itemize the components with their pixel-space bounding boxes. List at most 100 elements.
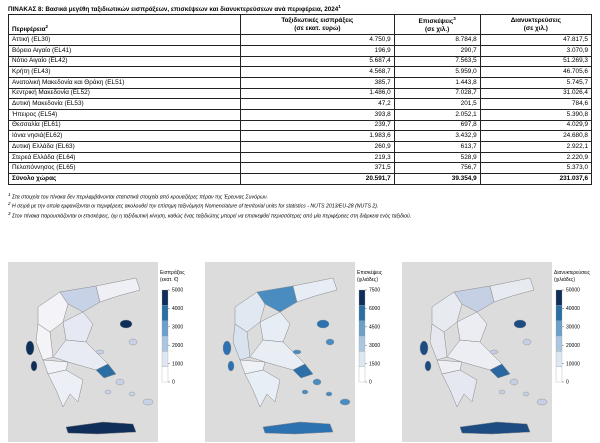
region: [489, 363, 511, 379]
table-cell: 8.784,8: [393, 34, 481, 46]
table-cell: 260,9: [240, 141, 395, 153]
island: [325, 338, 335, 346]
legend-title: Επισκέψεις: [357, 269, 383, 276]
table-cell: Ήπειρος (EL54): [7, 108, 242, 121]
region: [459, 421, 531, 435]
table-cell: 51.269,3: [479, 55, 593, 68]
island: [498, 389, 506, 395]
table-cell: 5.373,0: [479, 162, 593, 175]
table-cell: 4.750,9: [240, 34, 395, 46]
header-text: Ταξιδιωτικές εισπράξεις: [281, 16, 354, 24]
legend-title: (χιλιάδες): [357, 276, 378, 283]
region: [259, 311, 291, 343]
island: [489, 349, 499, 355]
table-cell: 1.486,0: [240, 87, 395, 100]
header-text: Διανυκτερεύσεις: [510, 16, 561, 24]
legend-tick-label: 30000: [566, 325, 580, 331]
header-cell: Διανυκτερεύσεις (σε χιλ.): [479, 13, 593, 36]
footnote-mark: 3: [8, 210, 11, 216]
footnote-mark: 1: [8, 192, 11, 197]
legend-tick-label: 3000: [369, 343, 380, 349]
legend-swatch: [555, 289, 563, 306]
header-sub: (σε εκατ. ευρώ): [294, 24, 341, 32]
table-cell: 2.922,1: [479, 141, 593, 153]
island: [316, 319, 330, 329]
table-row: Αττική (EL30) 4.750,9 8.784,8 47.817,5: [7, 34, 593, 46]
legend-tick-label: 10000: [566, 361, 580, 367]
map: Επισκέψεις(χιλιάδες) 7500 6000 4500 3000 1500…: [205, 262, 383, 442]
region: [262, 421, 334, 435]
table-cell: 231.037,6: [479, 173, 593, 185]
table-cell: 5.687,4: [240, 55, 395, 68]
table-cell: 393,8: [240, 108, 395, 121]
table-row: Στερεά Ελλάδα (EL64) 219,3 528,9 2.220,9: [7, 151, 593, 164]
footnotes: 1 Στα στοιχεία του πίνακα δεν περιλαμβάν…: [8, 192, 583, 220]
table-cell: 5.959,0: [393, 66, 481, 78]
legend-title: Εισπράξεις: [160, 269, 185, 276]
island: [119, 319, 133, 329]
region: [429, 323, 448, 361]
legend-title: Διανυκτερεύσεις: [554, 269, 591, 276]
table-row: Ήπειρος (EL54) 393,8 2.052,1 5.390,8: [7, 108, 593, 121]
region: [65, 421, 137, 435]
table-cell: 5.390,8: [479, 108, 593, 121]
footnote: 2 Η σειρά με την οποία εμφανίζονται οι π…: [8, 201, 583, 210]
legend-tick-label: 4500: [369, 325, 380, 331]
island: [325, 391, 333, 397]
legend-tick-label: 1500: [369, 361, 380, 367]
total-row: Σύνολο χώρας 20.591,7 39.354,9 231.037,6: [7, 173, 593, 185]
region: [489, 277, 535, 303]
region: [59, 285, 101, 313]
legend-swatch: [161, 320, 169, 337]
table-cell: 239,7: [240, 119, 395, 132]
header-text: Επισκέψεις: [418, 18, 454, 26]
footnote: 1 Στα στοιχεία του πίνακα δεν περιλαμβάν…: [8, 192, 583, 201]
legend-tick-label: 2000: [172, 343, 183, 349]
footnote-text: Η σειρά με την οποία εμφανίζονται οι περ…: [11, 204, 379, 211]
legend-swatch: [161, 366, 169, 383]
island: [509, 378, 519, 386]
island: [513, 319, 527, 329]
island: [301, 389, 309, 395]
footnote-text: Στον πίνακα παρουσιάζονται οι επισκέψεις…: [11, 213, 412, 220]
table-cell: 46.705,6: [479, 66, 593, 78]
table-cell: 39.354,9: [393, 173, 481, 185]
table-cell: 3.432,9: [393, 130, 481, 142]
region: [292, 277, 338, 303]
region: [62, 311, 94, 343]
title-text: ΠΙΝΑΚΑΣ 8: Βασικά μεγέθη ταξιδιωτικών ει…: [8, 6, 339, 14]
region: [456, 311, 488, 343]
table-row: Νότιο Αιγαίο (EL42) 5.687,4 7.563,5 51.269,…: [7, 55, 593, 68]
island: [128, 338, 138, 346]
table-cell: 3.070,9: [479, 44, 593, 57]
table-row: Κεντρική Μακεδονία (EL52) 1.486,0 7.028,7 3…: [7, 87, 593, 100]
table-cell: Δυτική Ελλάδα (EL63): [7, 141, 242, 153]
island: [104, 389, 112, 395]
legend-swatch: [161, 335, 169, 352]
legend-tick-label: 7500: [369, 288, 380, 294]
island: [30, 360, 38, 372]
island: [339, 398, 351, 406]
island: [522, 338, 532, 346]
header-cell: Περιφέρεια2: [7, 13, 242, 36]
title: ΠΙΝΑΚΑΣ 8: Βασικά μεγέθη ταξιδιωτικών ει…: [8, 4, 341, 13]
legend-tick-label: 6000: [369, 306, 380, 312]
table-row: Πελοπόννησος (EL65) 371,5 756,7 5.373,0: [7, 162, 593, 175]
legend-tick-label: 20000: [566, 343, 580, 349]
table-cell: 31.026,4: [479, 87, 593, 100]
data-table: Περιφέρεια2 Ταξιδιωτικές εισπράξεις (σε εκ…: [7, 13, 593, 185]
legend-tick-label: 40000: [566, 306, 580, 312]
legend-swatch: [555, 366, 563, 383]
island: [424, 360, 432, 372]
header-text: Περιφέρεια: [12, 26, 46, 34]
legend-swatch: [358, 366, 366, 383]
header-cell: Επισκέψεις3 (σε χιλ.): [393, 13, 481, 36]
island: [115, 378, 125, 386]
legend-title: (εκατ. €): [160, 277, 179, 283]
legend-tick-label: 0: [172, 380, 175, 386]
table-cell: 7.563,5: [393, 55, 481, 68]
legend-swatch: [358, 289, 366, 306]
legend-tick-label: 5000: [172, 288, 183, 294]
table-cell: Κεντρική Μακεδονία (EL52): [7, 87, 242, 100]
